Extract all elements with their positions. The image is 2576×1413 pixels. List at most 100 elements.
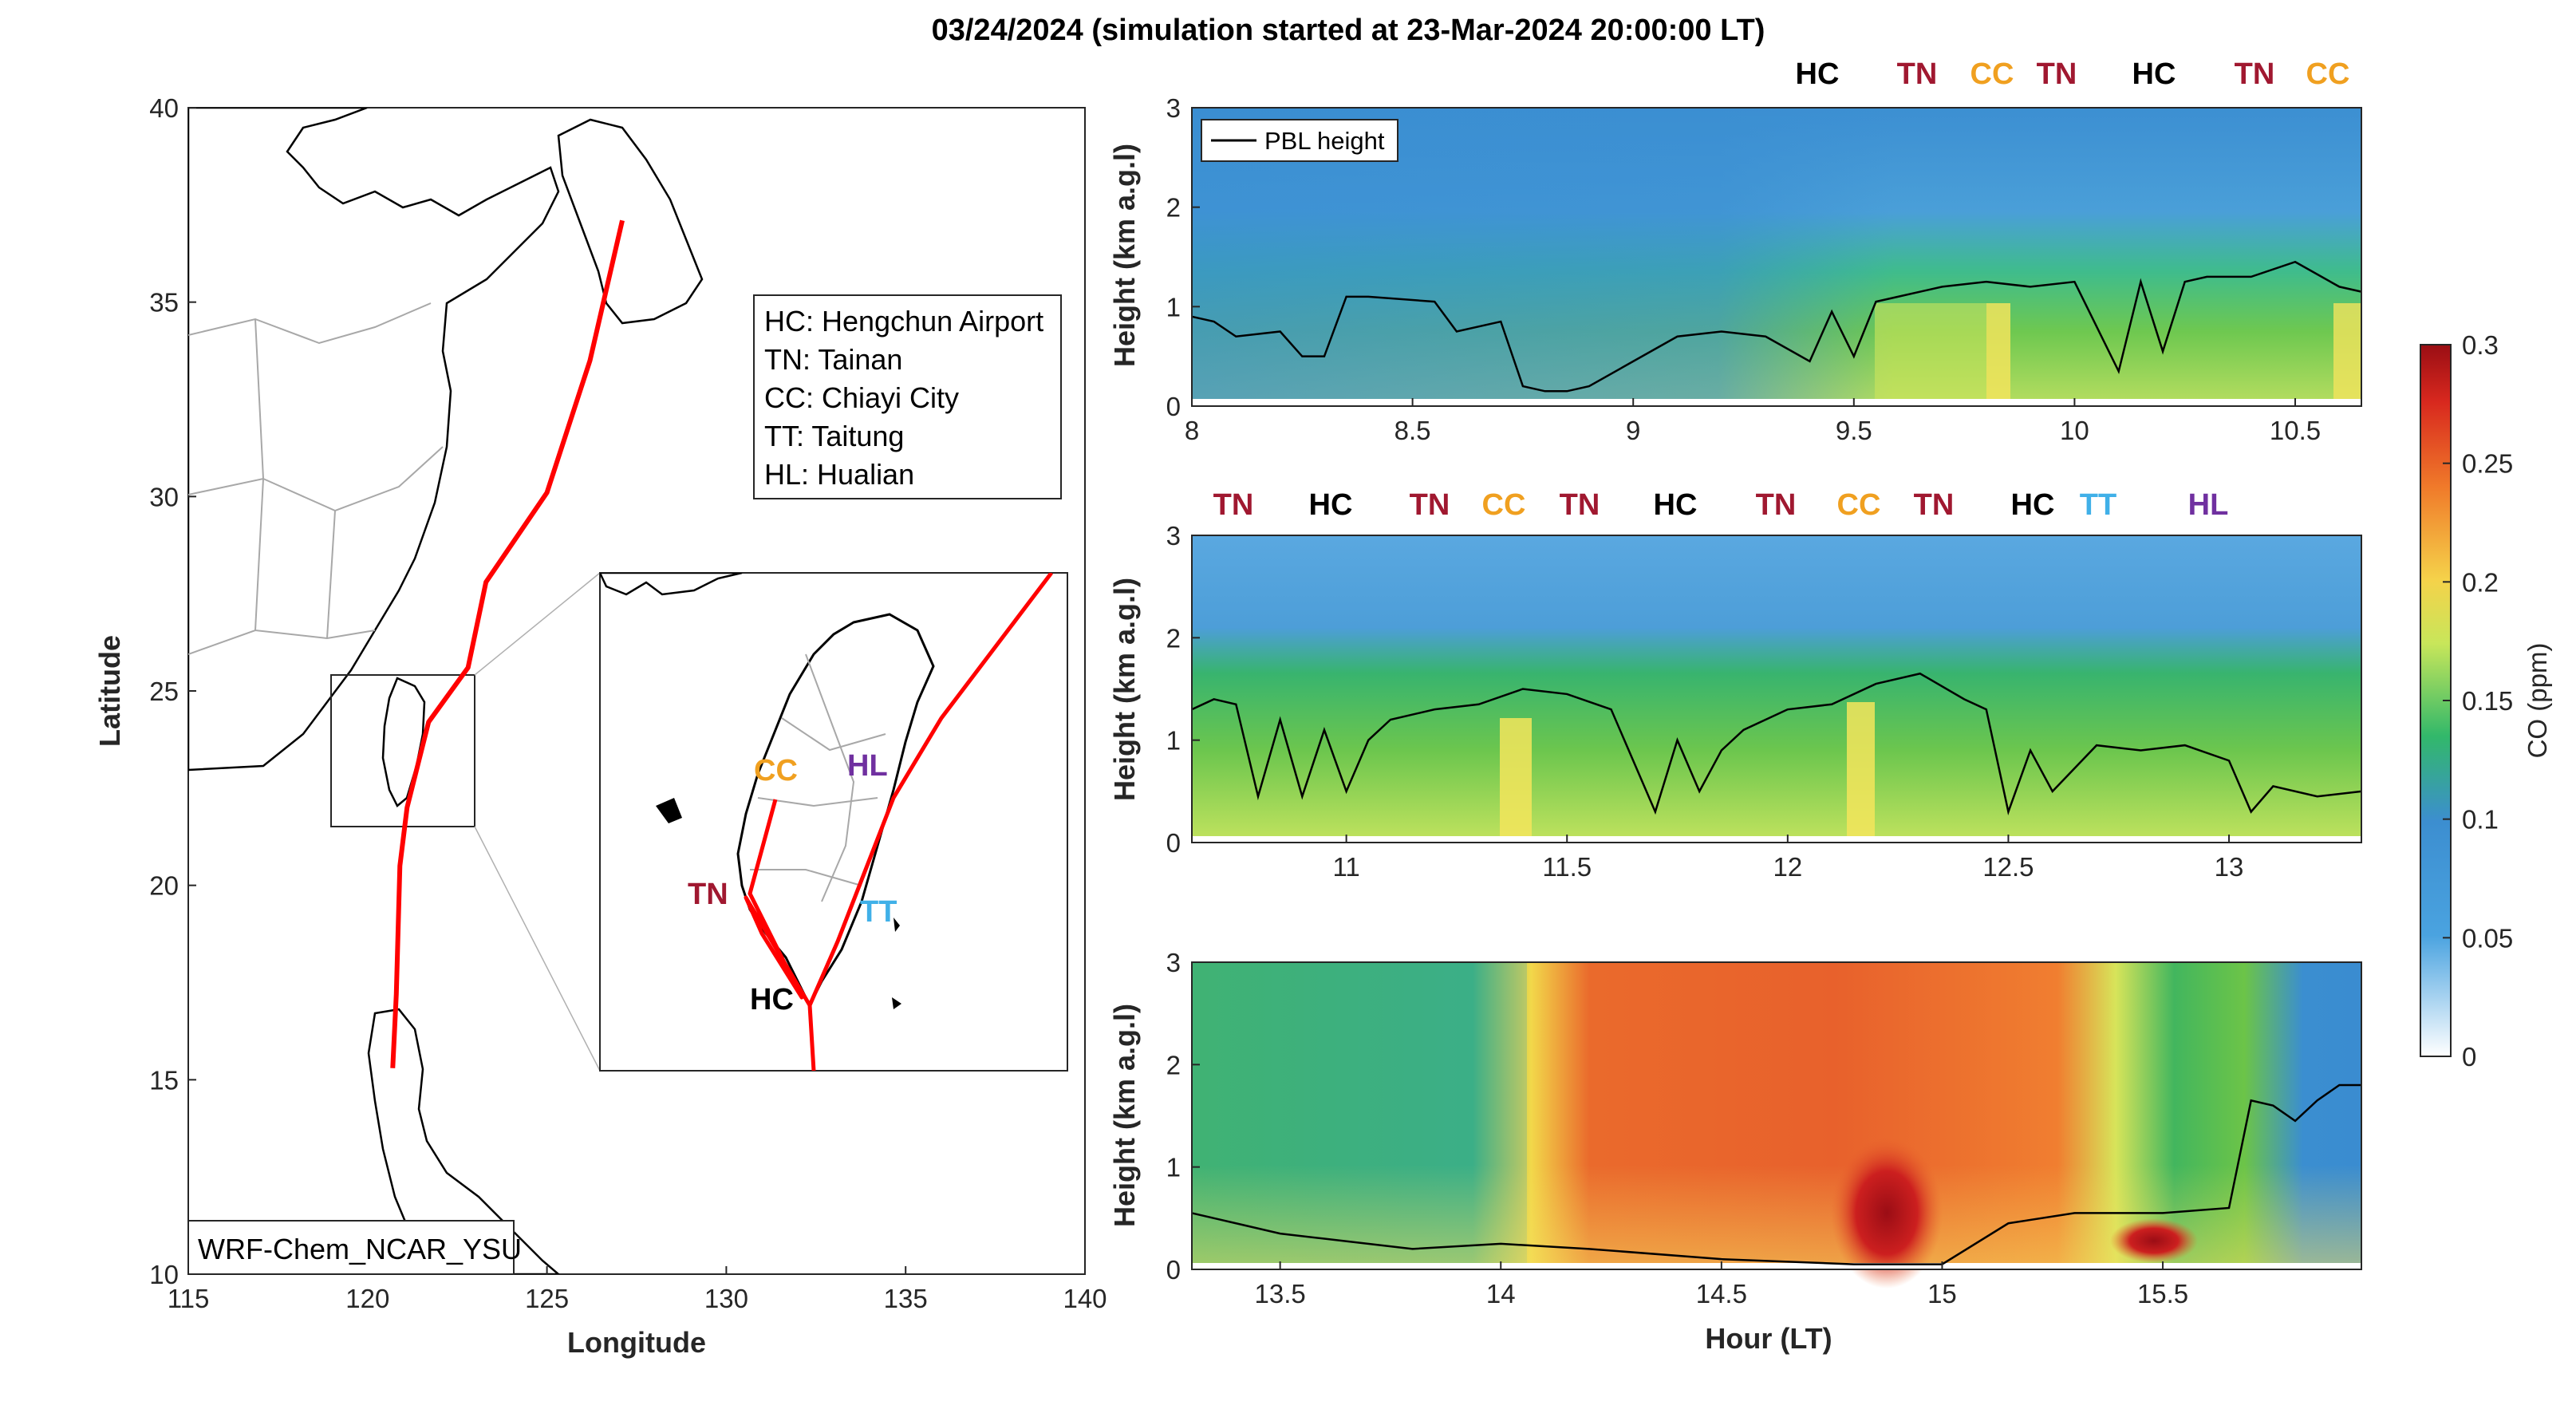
pbl-legend: PBL height: [1201, 119, 1398, 162]
panel-3-x-axis-label: Hour (LT): [1705, 1322, 1832, 1355]
panel-2-station-labels: TN HC TN CC TN HC TN CC TN HC TT HL: [1213, 488, 2229, 522]
station-label-hc: HC: [1796, 57, 1840, 91]
x-tick-label: 14.5: [1696, 1279, 1747, 1308]
x-tick-label: 13: [2215, 852, 2244, 882]
station-label-hl: HL: [2188, 488, 2229, 522]
station-label-tn: TN: [1213, 488, 1254, 522]
station-legend: HC: Hengchun Airport TN: Tainan CC: Chia…: [753, 294, 1062, 499]
x-tick-label: 10: [2060, 416, 2089, 445]
y-tick-label: 0: [1166, 1255, 1181, 1285]
station-label-cc: CC: [1970, 57, 2014, 91]
map-y-tick-label: 25: [149, 677, 179, 706]
colorbar: 0 0.05 0.1 0.15 0.2 0.25 0.3 CO (ppm): [2420, 330, 2552, 1072]
x-tick-label: 8.5: [1395, 416, 1431, 445]
y-tick-label: 0: [1166, 828, 1181, 858]
x-tick-label: 15: [1927, 1279, 1957, 1308]
inset-label-hc: HC: [750, 983, 794, 1016]
legend-entry-hl: HL: Hualian: [764, 458, 914, 491]
inset-label-tn: TN: [688, 878, 728, 911]
x-tick-label: 10.5: [2270, 416, 2321, 445]
x-tick-label: 9.5: [1836, 416, 1872, 445]
station-label-hc: HC: [1654, 488, 1698, 522]
map-x-tick-label: 130: [704, 1284, 748, 1313]
panel-3-x-ticks: 13.5 14 14.5 15 15.5: [1255, 1261, 2188, 1308]
china-coastline: [188, 108, 560, 772]
x-tick-label: 11: [1332, 852, 1359, 882]
map-x-axis-label: Longitude: [567, 1326, 706, 1359]
model-label: WRF-Chem_NCAR_YSU: [198, 1233, 522, 1265]
colorbar-tick-label: 0.05: [2462, 923, 2513, 953]
pbl-line-3: [1191, 1083, 2361, 1265]
y-tick-label: 2: [1166, 193, 1181, 223]
province-boundaries: [188, 302, 444, 655]
map-x-tick-label: 125: [525, 1284, 569, 1313]
panel-3-peak: [1831, 1137, 1943, 1289]
map-x-tick-label: 120: [345, 1284, 389, 1313]
colorbar-tick-label: 0.25: [2462, 449, 2513, 479]
x-tick-label: 11.5: [1542, 852, 1592, 882]
map-y-axis-label: Latitude: [93, 635, 126, 747]
pbl-line-2: [1191, 672, 2362, 816]
model-label-box: WRF-Chem_NCAR_YSU: [187, 1220, 522, 1275]
map-y-ticks: 10 15 20 25 30 35 40: [149, 93, 196, 1289]
inset-connector-bottom: [474, 826, 601, 1072]
station-label-tn: TN: [1914, 488, 1955, 522]
legend-entry-hc: HC: Hengchun Airport: [764, 305, 1043, 337]
taiwan-inset: CC HL TN TT HC: [599, 572, 1068, 1072]
colorbar-tick-label: 0.3: [2462, 330, 2499, 360]
station-label-tn: TN: [1756, 488, 1797, 522]
map-y-tick-label: 40: [149, 93, 179, 123]
inset-trajectory-main: [807, 573, 1053, 1071]
map-y-tick-label: 15: [149, 1065, 179, 1095]
korea-coastline: [557, 118, 704, 325]
panel-3-y-ticks: 0 1 2 3: [1166, 948, 1200, 1285]
trajectory-line: [390, 219, 625, 1068]
map-y-tick-label: 20: [149, 871, 179, 901]
x-tick-label: 13.5: [1255, 1279, 1306, 1308]
y-tick-label: 1: [1166, 292, 1181, 322]
panel-1-station-labels: HC TN CC TN HC TN CC: [1796, 57, 2350, 91]
inset-connector-top: [474, 572, 601, 676]
station-label-cc: CC: [1837, 488, 1881, 522]
figure-title: 03/24/2024 (simulation started at 23-Mar…: [932, 14, 1765, 47]
station-label-cc: CC: [1482, 488, 1526, 522]
panel-2-y-axis-label: Height (km a.g.l): [1108, 578, 1141, 801]
panel-1-y-ticks: 0 1 2 3: [1166, 93, 1200, 421]
legend-entry-tt: TT: Taitung: [764, 420, 904, 452]
panel-1-y-axis-label: Height (km a.g.l): [1108, 144, 1141, 367]
map-y-tick-label: 30: [149, 482, 179, 511]
y-tick-label: 1: [1166, 1153, 1181, 1182]
colorbar-ticks: 0 0.05 0.1 0.15 0.2 0.25 0.3: [2443, 330, 2513, 1072]
y-tick-label: 2: [1166, 1050, 1181, 1079]
station-label-cc: CC: [2306, 57, 2350, 91]
station-label-tt: TT: [2080, 488, 2116, 522]
inset-county-boundaries: [750, 653, 886, 902]
map-panel: 115 120 125 130 135 140 10 15 20 25 30 35 40 Longit…: [93, 93, 1107, 1359]
x-tick-label: 12: [1773, 852, 1802, 882]
inset-label-hl: HL: [847, 749, 888, 783]
panel-2-x-ticks: 11 11.5 12 12.5 13: [1332, 835, 2243, 882]
station-label-tn: TN: [2235, 57, 2275, 91]
y-tick-label: 2: [1166, 623, 1181, 653]
map-x-tick-label: 115: [168, 1284, 210, 1313]
colorbar-tick-label: 0.2: [2462, 567, 2499, 597]
pbl-legend-label: PBL height: [1264, 127, 1385, 155]
y-tick-label: 3: [1166, 948, 1181, 977]
station-label-tn: TN: [1560, 488, 1600, 522]
y-tick-label: 3: [1166, 93, 1181, 123]
x-tick-label: 8: [1185, 416, 1199, 445]
x-tick-label: 15.5: [2137, 1279, 2188, 1308]
panel-2-field: [1192, 535, 2361, 843]
map-y-tick-label: 35: [149, 288, 179, 318]
station-label-tn: TN: [1410, 488, 1450, 522]
legend-entry-cc: CC: Chiayi City: [764, 381, 959, 414]
colorbar-tick-label: 0.1: [2462, 805, 2499, 835]
x-tick-label: 14: [1486, 1279, 1516, 1308]
luzon-coastline: [367, 1008, 560, 1274]
colorbar-tick-label: 0: [2462, 1042, 2476, 1072]
legend-entry-tn: TN: Tainan: [764, 343, 902, 376]
inset-label-cc: CC: [754, 754, 798, 787]
